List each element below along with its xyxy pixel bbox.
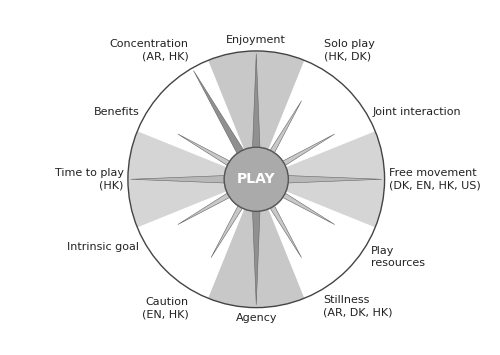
Text: Joint interaction: Joint interaction — [372, 107, 461, 117]
Text: Solo play
(HK, DK): Solo play (HK, DK) — [324, 39, 375, 62]
Text: Benefits: Benefits — [94, 107, 140, 117]
Text: Free movement
(DK, EN, HK, US): Free movement (DK, EN, HK, US) — [389, 168, 480, 191]
Polygon shape — [211, 197, 248, 258]
Text: PLAY: PLAY — [237, 172, 276, 186]
Polygon shape — [265, 101, 302, 162]
Text: Play
resources: Play resources — [371, 246, 425, 268]
Polygon shape — [131, 175, 234, 184]
Text: Agency: Agency — [236, 313, 277, 323]
Polygon shape — [265, 197, 302, 258]
Text: Caution
(EN, HK): Caution (EN, HK) — [142, 297, 188, 319]
Polygon shape — [178, 188, 238, 224]
Text: Time to play
(HK): Time to play (HK) — [54, 168, 124, 191]
Polygon shape — [256, 131, 384, 227]
Polygon shape — [274, 188, 334, 224]
Text: Enjoyment: Enjoyment — [226, 35, 286, 45]
Polygon shape — [252, 201, 260, 305]
Polygon shape — [208, 179, 304, 307]
Text: Concentration
(AR, HK): Concentration (AR, HK) — [110, 39, 188, 62]
Polygon shape — [252, 54, 260, 157]
Polygon shape — [274, 134, 334, 171]
Text: Intrinsic goal: Intrinsic goal — [67, 242, 139, 252]
Polygon shape — [128, 131, 256, 227]
Polygon shape — [208, 51, 304, 179]
Polygon shape — [278, 175, 382, 184]
Circle shape — [224, 147, 288, 211]
Text: Stillness
(AR, DK, HK): Stillness (AR, DK, HK) — [324, 295, 393, 318]
Polygon shape — [178, 134, 238, 171]
Polygon shape — [194, 71, 249, 162]
